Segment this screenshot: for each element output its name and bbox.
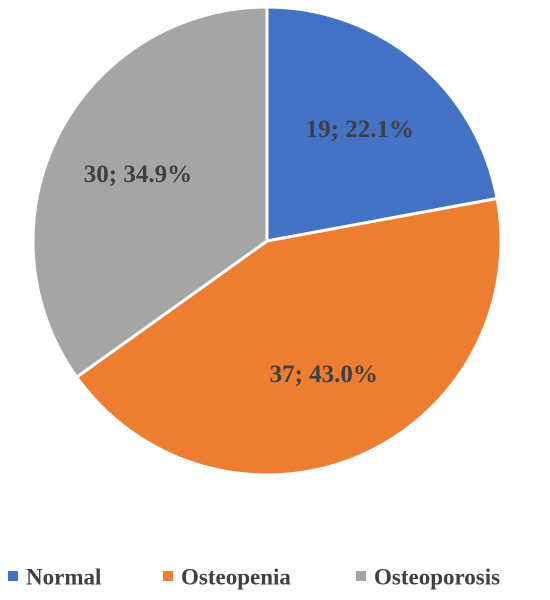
legend: Normal Osteopenia Osteoporosis xyxy=(8,565,500,590)
pie-slice-osteoporosis xyxy=(31,5,269,380)
legend-swatch-osteoporosis xyxy=(356,571,366,581)
data-label-osteopenia: 37; 43.0% xyxy=(270,361,378,388)
legend-label-normal: Normal xyxy=(26,565,101,590)
data-label-osteoporosis: 30; 34.9% xyxy=(84,161,192,188)
pie-slice-normal xyxy=(265,5,499,243)
legend-label-osteopenia: Osteopenia xyxy=(181,565,291,590)
pie-slices xyxy=(31,5,503,477)
pie-slice-osteopenia xyxy=(74,196,503,477)
data-label-normal: 19; 22.1% xyxy=(306,116,414,143)
legend-swatch-osteopenia xyxy=(163,571,173,581)
legend-swatch-normal xyxy=(8,571,18,581)
legend-label-osteoporosis: Osteoporosis xyxy=(374,565,500,590)
slice-labels: 19; 22.1% 37; 43.0% 30; 34.9% xyxy=(84,116,414,388)
